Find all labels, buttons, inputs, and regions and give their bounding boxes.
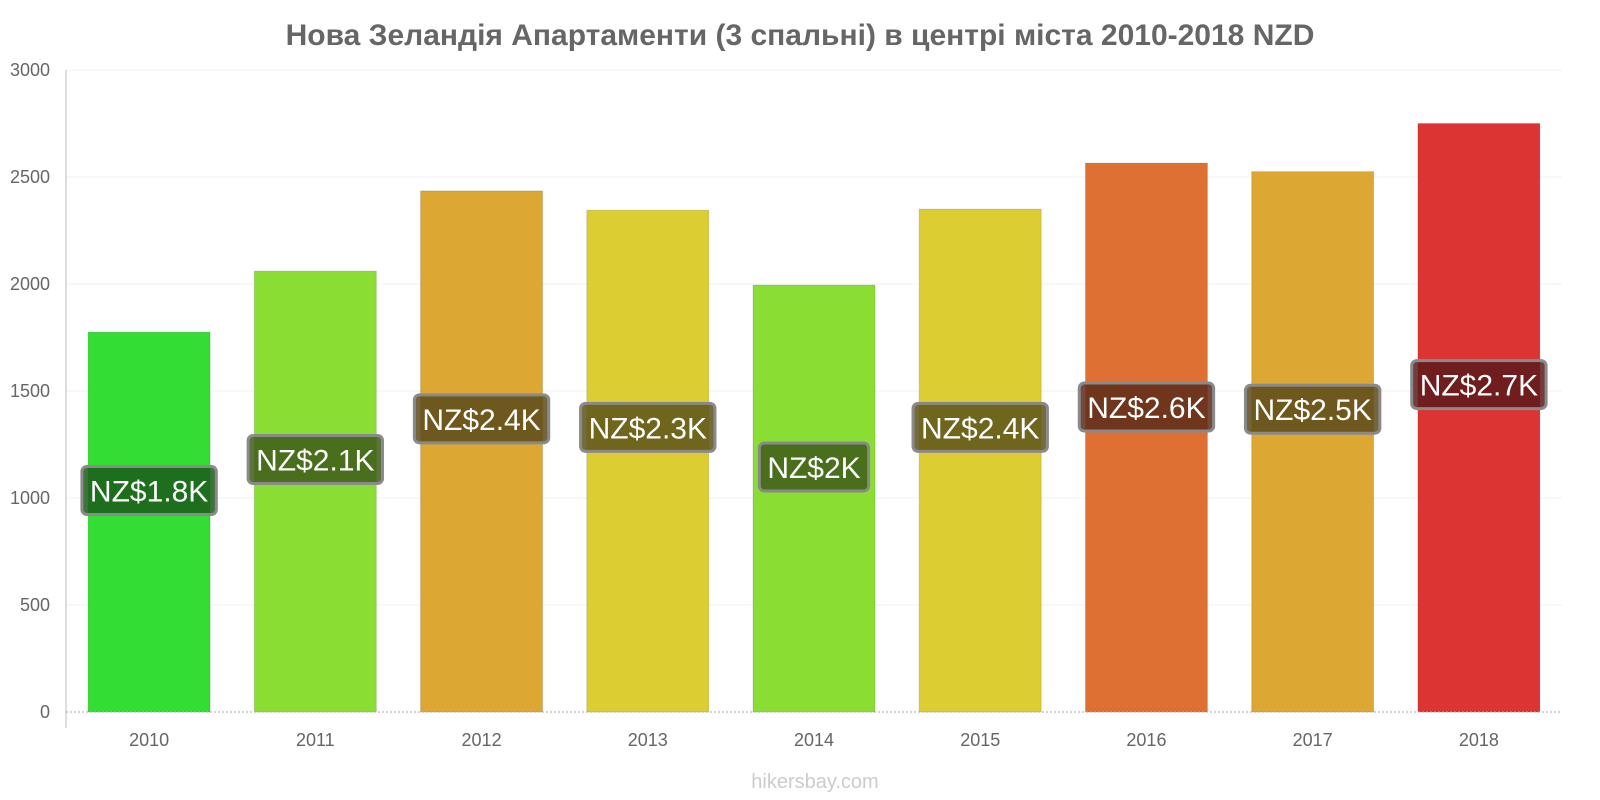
chart-title: Нова Зеландія Апартаменти (3 спальні) в … — [286, 19, 1315, 52]
bar — [420, 190, 544, 713]
watermark: hikersbay.com — [751, 771, 878, 793]
data-label: NZ$2.1K — [246, 433, 385, 485]
data-label: NZ$2.4K — [911, 401, 1049, 453]
data-label-text: NZ$2.7K — [1420, 370, 1538, 403]
data-label: NZ$2.6K — [1077, 381, 1216, 433]
y-tick-label: 2000 — [10, 274, 50, 294]
x-tick-label: 2016 — [1126, 730, 1166, 750]
data-label: NZ$2.5K — [1243, 383, 1382, 435]
data-label-text: NZ$2.5K — [1253, 394, 1371, 427]
x-axis: 2010 2011 2012 2013 2014 2015 2016 2017 2018 — [66, 711, 1562, 750]
y-tick-label: 500 — [20, 595, 50, 615]
data-label: NZ$2.7K — [1410, 359, 1548, 411]
x-tick-label: 2015 — [960, 730, 1000, 750]
y-tick-label: 0 — [40, 702, 50, 722]
data-label: NZ$1.8K — [80, 465, 218, 517]
y-axis: 0 500 1000 1500 2000 2500 3000 — [10, 60, 67, 728]
data-label-text: NZ$2.3K — [589, 412, 707, 445]
data-label-box — [911, 401, 1049, 453]
bar — [87, 331, 211, 713]
data-label-text: NZ$1.8K — [90, 476, 208, 509]
data-label-box — [246, 433, 385, 485]
bar — [752, 284, 876, 713]
x-tick-label: 2011 — [296, 730, 335, 750]
data-label-text: NZ$2K — [767, 452, 860, 485]
data-label-text: NZ$2.6K — [1087, 392, 1205, 425]
bar — [253, 270, 377, 713]
data-label-text: NZ$2.4K — [422, 404, 540, 437]
data-label: NZ$2.3K — [579, 401, 717, 453]
data-label: NZ$2.4K — [412, 393, 551, 445]
x-tick-label: 2012 — [462, 730, 502, 750]
bar — [1417, 123, 1541, 713]
y-tick-label: 1000 — [10, 488, 50, 508]
x-tick-label: 2017 — [1293, 730, 1333, 750]
data-label-text: NZ$2.4K — [921, 412, 1039, 445]
data-labels: NZ$1.8K NZ$2.1K NZ$2.4K NZ$2.3K NZ$2K NZ$2.4K… — [80, 359, 1548, 517]
y-tick-label: 2500 — [10, 167, 50, 187]
x-tick-label: 2013 — [628, 730, 668, 750]
bar — [1084, 162, 1208, 713]
data-label-box — [1077, 381, 1216, 433]
y-tick-label: 3000 — [10, 60, 50, 80]
data-label-box — [579, 401, 717, 453]
bar — [586, 209, 710, 713]
bar — [1251, 171, 1375, 713]
x-tick-label: 2010 — [129, 730, 169, 750]
bar — [918, 208, 1042, 713]
y-tick-label: 1500 — [10, 381, 50, 401]
data-label-box — [757, 441, 871, 493]
x-tick-label: 2018 — [1459, 730, 1499, 750]
data-label-text: NZ$2.1K — [256, 444, 374, 477]
data-label-box — [80, 465, 218, 517]
data-label-box — [412, 393, 551, 445]
data-label-box — [1243, 383, 1382, 435]
data-label-box — [1410, 359, 1548, 411]
data-label: NZ$2K — [757, 441, 871, 493]
x-tick-label: 2014 — [794, 730, 834, 750]
bars — [87, 123, 1541, 713]
